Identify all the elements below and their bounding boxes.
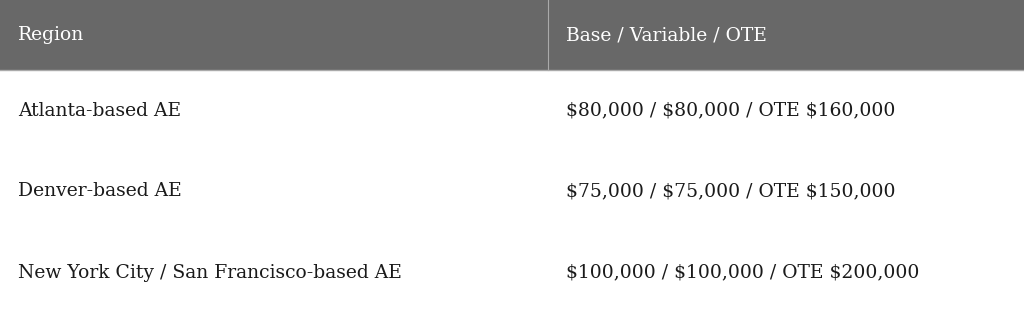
Text: $75,000 / $75,000 / OTE $150,000: $75,000 / $75,000 / OTE $150,000 xyxy=(566,182,896,201)
Text: $100,000 / $100,000 / OTE $200,000: $100,000 / $100,000 / OTE $200,000 xyxy=(566,264,920,281)
Text: Atlanta-based AE: Atlanta-based AE xyxy=(18,101,181,120)
Text: New York City / San Francisco-based AE: New York City / San Francisco-based AE xyxy=(18,264,402,281)
Text: Base / Variable / OTE: Base / Variable / OTE xyxy=(566,26,767,44)
Text: $80,000 / $80,000 / OTE $160,000: $80,000 / $80,000 / OTE $160,000 xyxy=(566,101,896,120)
Bar xyxy=(0,0,1024,70)
Text: Denver-based AE: Denver-based AE xyxy=(18,182,182,201)
Text: Region: Region xyxy=(18,26,85,44)
